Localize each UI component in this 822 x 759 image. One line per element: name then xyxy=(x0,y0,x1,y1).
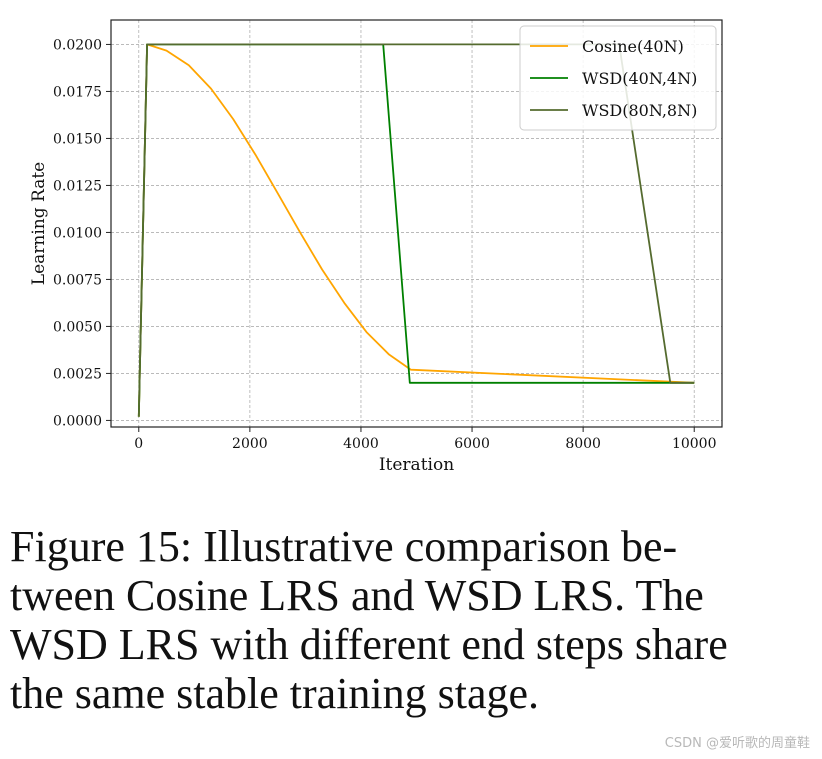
x-tick-label: 8000 xyxy=(565,436,601,452)
legend-entry: Cosine(40N) xyxy=(582,37,684,56)
plot-frame xyxy=(110,19,723,428)
legend-box xyxy=(519,25,717,131)
y-tick-label: 0.0050 xyxy=(53,319,102,335)
legend: Cosine(40N) WSD(40N,4N) WSD(80N,8N) xyxy=(519,25,717,131)
y-tick-label: 0.0125 xyxy=(53,178,102,194)
figure-chart: 0 2000 4000 6000 8000 10000 0.0000 0.0025 0.0050… xyxy=(29,19,723,475)
y-tick-label: 0.0025 xyxy=(53,366,102,382)
y-tick-label: 0.0075 xyxy=(53,272,102,288)
y-tick-label: 0.0100 xyxy=(53,225,102,241)
x-tick-label: 6000 xyxy=(454,436,490,452)
x-tick-label: 10000 xyxy=(672,436,717,452)
legend-entry: WSD(40N,4N) xyxy=(582,69,697,88)
grid-lines xyxy=(111,20,722,427)
caption-line-3: WSD LRS with different end steps share xyxy=(10,620,728,669)
x-tick-label: 4000 xyxy=(343,436,379,452)
caption-line-1: Figure 15: Illustrative comparison be- xyxy=(10,522,678,571)
y-axis-label: Learning Rate xyxy=(29,162,49,285)
x-tick-label: 0 xyxy=(134,436,143,452)
x-tick-label: 2000 xyxy=(232,436,268,452)
y-tick-label: 0.0200 xyxy=(53,37,102,53)
learning-rate-chart: 0 2000 4000 6000 8000 10000 0.0000 0.0025 0.0050… xyxy=(29,19,723,475)
x-axis-label: Iteration xyxy=(379,455,454,475)
y-tick-label: 0.0150 xyxy=(53,131,102,147)
caption-line-4: the same stable training stage. xyxy=(10,669,540,718)
legend-entry: WSD(80N,8N) xyxy=(582,101,697,120)
csdn-watermark: CSDN @爱听歌的周童鞋 xyxy=(664,736,810,751)
axis-ticks: 0 2000 4000 6000 8000 10000 0.0000 0.0025 0.0050… xyxy=(53,37,717,452)
y-tick-label: 0.0175 xyxy=(53,84,102,100)
figure-caption: Figure 15: Illustrative comparison be- t… xyxy=(10,522,818,718)
series-line-cosine-40n xyxy=(137,43,695,417)
y-tick-label: 0.0000 xyxy=(53,413,102,429)
caption-line-2: tween Cosine LRS and WSD LRS. The xyxy=(10,571,704,620)
